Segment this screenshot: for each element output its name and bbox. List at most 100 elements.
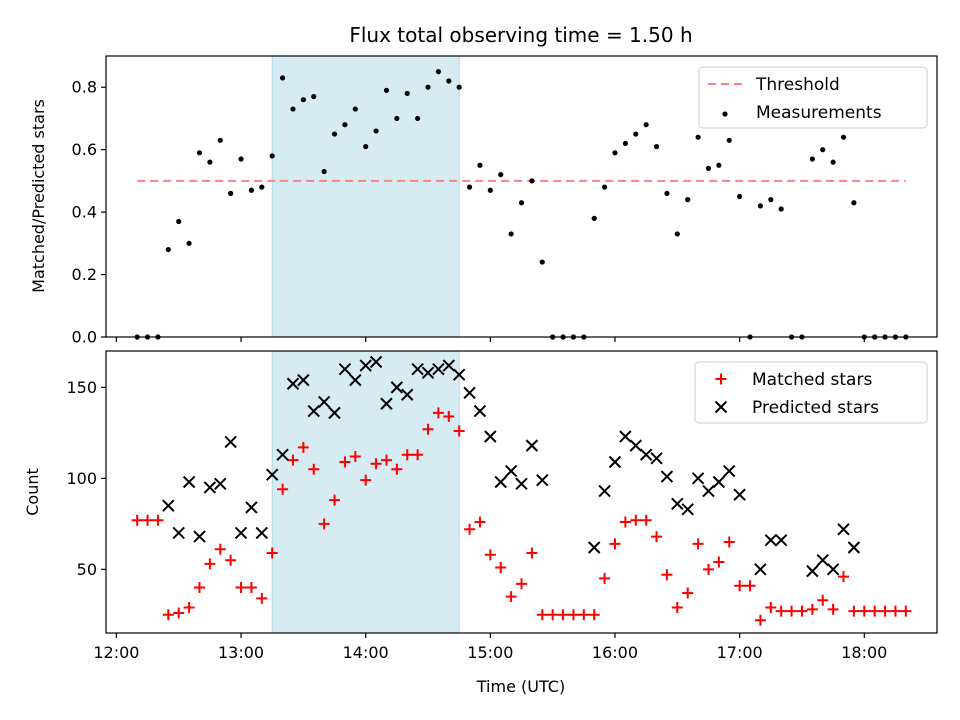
top-panel: 0.0 0.2 0.4 0.6 0.8 Matched/Predicted stars Th… bbox=[29, 55, 938, 347]
legend-box bbox=[694, 361, 928, 424]
measurements-point bbox=[820, 147, 826, 153]
matched-stars-point bbox=[370, 458, 382, 470]
measurements-point bbox=[539, 259, 545, 265]
predicted-stars-point bbox=[473, 404, 487, 418]
measurements-point bbox=[165, 246, 171, 253]
matched-stars-point bbox=[204, 558, 216, 570]
predicted-stars-point bbox=[639, 448, 653, 461]
measurements-point bbox=[602, 184, 608, 190]
measurements-point bbox=[404, 90, 410, 97]
matched-stars-point bbox=[484, 549, 496, 561]
predicted-stars-point bbox=[650, 452, 663, 465]
measurements-point bbox=[726, 137, 732, 143]
measurements-point bbox=[653, 143, 660, 150]
predicted-stars-point bbox=[338, 362, 352, 376]
predicted-stars-point bbox=[390, 381, 404, 394]
measurements-point bbox=[446, 78, 452, 84]
predicted-stars-point bbox=[265, 468, 279, 481]
y-tick-label: 0.8 bbox=[72, 78, 97, 97]
measurements-point bbox=[778, 206, 784, 212]
legend-matched-swatch bbox=[715, 373, 727, 385]
measurements-point bbox=[311, 93, 317, 100]
predicted-stars-point bbox=[733, 488, 746, 501]
y-tick-label: 0.4 bbox=[72, 203, 97, 222]
predicted-stars-point bbox=[484, 430, 497, 443]
x-tick-label: 12:00 bbox=[93, 643, 139, 662]
measurements-point bbox=[342, 122, 348, 128]
matched-stars-point bbox=[412, 449, 424, 461]
measurements-point bbox=[383, 87, 390, 93]
highlight-span bbox=[271, 55, 460, 338]
predicted-stars-point bbox=[754, 563, 767, 576]
measurements-point bbox=[466, 184, 473, 190]
predicted-stars-point bbox=[588, 541, 601, 554]
matched-stars-point bbox=[775, 605, 787, 617]
predicted-stars-point bbox=[826, 563, 840, 576]
measurements-point bbox=[456, 84, 462, 90]
legend: Matched stars Predicted stars bbox=[694, 361, 928, 424]
matched-stars-point bbox=[786, 605, 798, 617]
matched-stars-point bbox=[443, 410, 455, 422]
predicted-stars-point bbox=[245, 501, 258, 514]
matched-stars-point bbox=[754, 614, 766, 626]
measurements-point bbox=[674, 231, 680, 237]
highlight-span bbox=[271, 350, 460, 634]
matched-stars-point bbox=[225, 554, 237, 566]
matched-stars-point bbox=[671, 602, 683, 614]
matched-stars-point bbox=[599, 572, 611, 584]
matched-stars-point bbox=[214, 543, 226, 555]
measurements-point bbox=[228, 190, 234, 196]
measurements-point bbox=[248, 187, 255, 193]
predicted-stars-point bbox=[369, 355, 383, 369]
predicted-stars-point bbox=[432, 362, 445, 376]
measurements-point bbox=[518, 200, 525, 206]
axes-frame bbox=[105, 350, 938, 634]
x-tick-label: 15:00 bbox=[467, 643, 513, 662]
measurements-point bbox=[352, 106, 358, 112]
predicted-stars-point bbox=[629, 439, 642, 452]
matched-stars-point bbox=[516, 578, 527, 590]
matched-stars-point bbox=[142, 514, 154, 526]
matched-stars-point bbox=[183, 602, 195, 614]
matched-stars-point bbox=[640, 514, 652, 526]
y-tick-label: 50 bbox=[77, 560, 97, 579]
predicted-stars-point bbox=[297, 373, 310, 387]
x-tick-label: 16:00 bbox=[592, 643, 638, 662]
measurements-point bbox=[737, 193, 743, 200]
measurements-point bbox=[695, 134, 701, 140]
predicted-stars-point bbox=[255, 526, 269, 540]
predicted-stars-point bbox=[671, 497, 684, 511]
measurements-point bbox=[300, 97, 306, 103]
predicted-stars-point bbox=[525, 439, 539, 452]
matched-stars-point bbox=[349, 451, 361, 463]
x-tick-label: 13:00 bbox=[218, 643, 264, 662]
matched-stars-point bbox=[256, 592, 268, 604]
y-tick-label: 150 bbox=[66, 378, 97, 397]
measurements-point bbox=[622, 140, 628, 147]
predicted-stars-point bbox=[234, 526, 248, 540]
matched-stars-point bbox=[536, 609, 548, 621]
measurements-point bbox=[207, 159, 213, 165]
measurements-point bbox=[612, 150, 618, 156]
predicted-stars-point bbox=[214, 477, 227, 491]
predicted-stars-point bbox=[182, 475, 196, 489]
measurements-point bbox=[830, 159, 836, 165]
measurements-point bbox=[508, 231, 514, 237]
predicted-stars-point bbox=[536, 473, 549, 487]
matched-stars-point bbox=[297, 441, 309, 453]
matched-stars-point bbox=[734, 580, 746, 592]
measurements-point bbox=[487, 187, 493, 193]
matched-stars-point bbox=[858, 605, 870, 617]
measurements-point bbox=[768, 197, 774, 203]
predicted-stars-point bbox=[598, 484, 611, 498]
legend-entry-label: Measurements bbox=[756, 103, 882, 123]
predicted-stars-point bbox=[411, 362, 424, 376]
predicted-stars-point bbox=[307, 404, 320, 418]
predicted-stars-point bbox=[463, 386, 476, 400]
measurements-point bbox=[321, 168, 327, 175]
x-tick-label: 18:00 bbox=[841, 643, 887, 662]
matched-stars-point bbox=[432, 407, 444, 419]
matched-stars-point bbox=[526, 547, 538, 559]
matched-stars-point bbox=[744, 580, 756, 592]
predicted-stars-point bbox=[837, 523, 850, 536]
